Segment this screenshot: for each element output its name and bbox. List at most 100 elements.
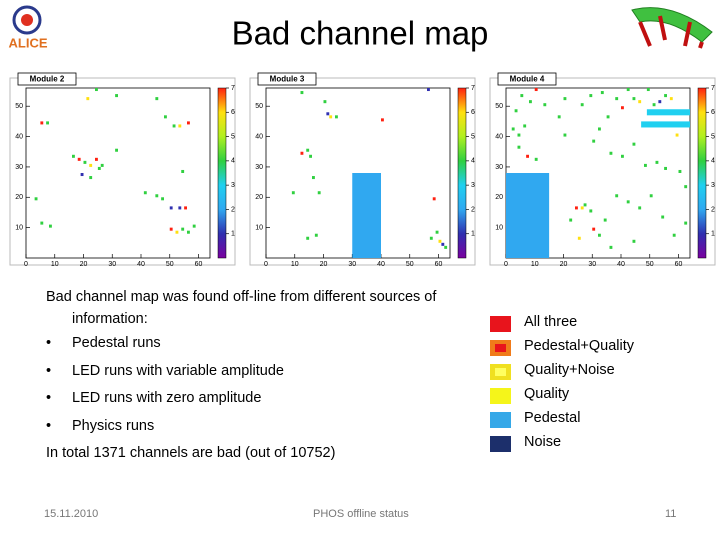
plot-area — [25, 87, 211, 259]
y-tick-label: 40 — [495, 133, 503, 140]
bad-cell — [517, 145, 521, 149]
bad-cell — [97, 166, 101, 170]
x-tick-label: 0 — [264, 261, 268, 268]
bad-cell — [644, 163, 647, 167]
z-tick-label: 4 — [711, 158, 715, 165]
bad-cell — [638, 206, 642, 210]
legend-label: Pedestal — [524, 410, 580, 426]
bad-block — [641, 121, 690, 128]
bad-cell — [606, 115, 610, 119]
bad-cell — [664, 166, 667, 170]
logo-text: ALICE — [9, 35, 48, 50]
bad-cell — [658, 100, 662, 104]
bad-cell — [626, 200, 630, 204]
bad-block — [646, 109, 690, 116]
z-tick-label: 6 — [471, 109, 475, 116]
footer-date: 15.11.2010 — [44, 508, 99, 520]
bad-cell — [664, 94, 667, 98]
bad-cell — [609, 245, 613, 249]
bad-cell — [621, 106, 624, 110]
intro-text: Bad channel map was found off-line from … — [46, 289, 437, 327]
bad-cell — [534, 88, 538, 92]
bad-cell — [314, 233, 318, 237]
y-tick-label: 40 — [255, 133, 263, 140]
x-tick-label: 60 — [195, 261, 203, 268]
bad-cell — [589, 209, 593, 213]
bad-cell — [164, 115, 167, 119]
bad-cell — [621, 154, 624, 158]
bad-cell — [155, 97, 159, 101]
z-tick-label: 4 — [471, 158, 475, 165]
legend-label: Noise — [524, 434, 561, 450]
module-box — [497, 72, 557, 86]
bad-cell — [427, 88, 430, 92]
legend-swatch-inner — [495, 344, 506, 352]
bullet: LED runs with variable amplitude — [46, 363, 284, 379]
x-tick-label: 30 — [588, 261, 596, 268]
bad-cell — [169, 206, 173, 210]
legend-label: Quality — [524, 386, 570, 402]
bad-cell — [435, 230, 439, 234]
bad-cell — [95, 88, 98, 92]
bad-cell — [615, 194, 619, 198]
bad-cell — [684, 185, 688, 189]
z-tick-label: 4 — [231, 158, 235, 165]
bad-cell — [175, 230, 179, 234]
bad-cell — [583, 203, 587, 207]
bad-cell — [511, 127, 515, 131]
bad-cell — [534, 157, 538, 161]
y-tick-label: 20 — [15, 194, 23, 201]
bad-cell — [543, 103, 547, 107]
bad-cell — [615, 97, 619, 101]
bad-cell — [335, 115, 338, 119]
colorbar — [697, 87, 707, 259]
module-label: Module 4 — [510, 75, 545, 84]
bad-cell — [672, 233, 676, 237]
bad-cell — [603, 218, 607, 222]
bad-cell — [429, 236, 433, 240]
bad-cell — [592, 139, 596, 143]
bad-cell — [661, 215, 665, 219]
x-tick-label: 40 — [617, 261, 625, 268]
bad-cell — [523, 124, 527, 128]
x-tick-label: 0 — [24, 261, 28, 268]
y-tick-label: 50 — [255, 103, 263, 110]
z-tick-label: 2 — [231, 206, 235, 213]
bad-cell — [649, 194, 653, 198]
legend-swatch — [490, 388, 511, 404]
bad-cell — [329, 115, 333, 119]
bad-cell — [557, 115, 561, 119]
legend-label: Quality+Noise — [524, 362, 615, 378]
bullet: Physics runs — [46, 418, 154, 434]
bad-cell — [626, 88, 630, 92]
bad-cell — [306, 148, 310, 152]
bad-cell — [40, 121, 44, 125]
z-tick-label: 2 — [711, 206, 715, 213]
bad-cell — [306, 236, 310, 240]
bad-cell — [95, 157, 98, 161]
module-box — [17, 72, 77, 86]
module-box — [257, 72, 317, 86]
bad-cell — [652, 103, 656, 107]
bad-cell — [646, 88, 650, 92]
bad-cell — [77, 157, 81, 161]
bad-cell — [529, 100, 532, 104]
bad-cell — [178, 206, 182, 210]
x-tick-label: 40 — [377, 261, 385, 268]
bad-cell — [589, 94, 593, 98]
alice-logo: ALICE — [9, 5, 48, 50]
bad-cell — [172, 124, 176, 128]
bullet: LED runs with zero amplitude — [46, 390, 261, 406]
phos-picture — [631, 7, 713, 49]
bad-cell — [684, 221, 688, 225]
bad-cell — [89, 163, 93, 167]
z-tick-label: 2 — [471, 206, 475, 213]
bad-cell — [155, 194, 159, 198]
bad-cell — [181, 227, 185, 231]
bad-cell — [632, 97, 636, 101]
bad-cell — [678, 169, 682, 173]
y-tick-label: 50 — [15, 103, 23, 110]
bad-cell — [309, 154, 312, 158]
bad-cell — [563, 97, 567, 101]
